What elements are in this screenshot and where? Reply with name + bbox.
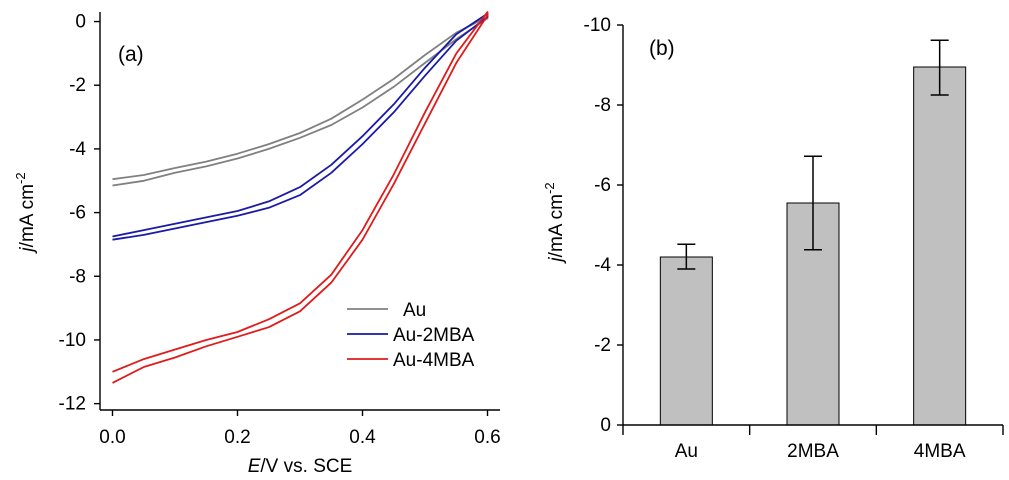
legend-label: Au <box>403 300 426 321</box>
x-tick-label: 0.6 <box>474 427 500 448</box>
panel-a-curves <box>112 11 489 384</box>
panel-b-y-axis-title: j/mA cm-2 <box>542 182 567 264</box>
x-category-label: 2MBA <box>787 441 839 462</box>
y-tick-label: -4 <box>594 255 611 276</box>
y-tick-label: -2 <box>594 335 611 356</box>
panel-b-bars <box>659 39 967 426</box>
panel-b-x-ticks: Au 2MBA 4MBA <box>622 425 1004 462</box>
panel-a-y-axis-title: j/mA cm-2 <box>13 172 38 254</box>
y-tick-label: -6 <box>594 175 611 196</box>
panel-b-bar-chart: (b) 0 -2 -4 -6 -8 -10 Au 2MBA 4MBA j/mA cm-2 <box>542 15 1004 462</box>
panel-a-y-ticks: 0 -2 -4 -6 -8 -10 -12 <box>59 12 100 415</box>
bar-au <box>659 256 713 426</box>
panel-a-line-chart: (a) 0 -2 -4 -6 -8 -10 -12 0.0 0.2 0.4 0.6 E/V vs.… <box>13 11 501 477</box>
y-tick-label: -4 <box>69 139 86 160</box>
x-tick-label: 0.0 <box>99 427 125 448</box>
y-tick-label: -8 <box>69 266 86 287</box>
x-category-label: Au <box>675 441 698 462</box>
panel-a-legend: Au Au-2MBA Au-4MBA <box>347 300 475 371</box>
panel-b-label: (b) <box>649 37 675 60</box>
y-tick-label: 0 <box>75 12 86 33</box>
panel-a-x-ticks: 0.0 0.2 0.4 0.6 <box>99 410 501 448</box>
legend-label: Au-4MBA <box>393 350 475 371</box>
y-tick-label: -6 <box>69 203 86 224</box>
y-tick-label: 0 <box>600 415 611 436</box>
y-tick-label: -10 <box>59 330 86 351</box>
x-category-label: 4MBA <box>914 441 966 462</box>
panel-b-y-ticks: 0 -2 -4 -6 -8 -10 <box>584 15 623 436</box>
panel-a-label: (a) <box>118 43 144 66</box>
series-au-4mba-curve <box>112 11 489 384</box>
y-tick-label: -12 <box>59 394 86 415</box>
legend-label: Au-2MBA <box>393 325 475 346</box>
bar-4mba <box>913 66 967 426</box>
x-tick-label: 0.2 <box>224 427 250 448</box>
panel-a-x-axis-title: E/V vs. SCE <box>248 456 353 477</box>
y-tick-label: -2 <box>69 75 86 96</box>
y-tick-label: -8 <box>594 95 611 116</box>
x-tick-label: 0.4 <box>349 427 376 448</box>
series-au-2mba-curve <box>112 12 489 241</box>
y-tick-label: -10 <box>584 15 611 36</box>
